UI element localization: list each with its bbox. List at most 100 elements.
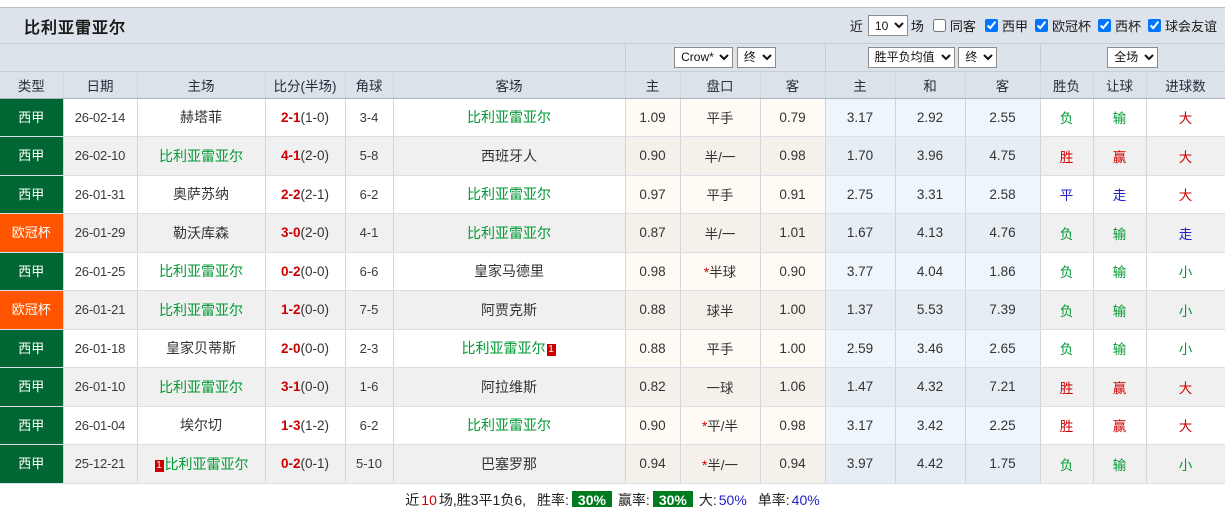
recent-count-select[interactable]: 10	[867, 15, 908, 36]
table-row[interactable]: 西甲 26-01-25 比利亚雷亚尔 0-2(0-0) 6-6 皇家马德里 0.98 *半球 0…	[0, 252, 1225, 291]
cell-home-team[interactable]: 比利亚雷亚尔	[137, 290, 266, 330]
cell-date: 26-01-21	[63, 290, 138, 330]
cell-away-team[interactable]: 阿拉维斯	[393, 367, 626, 407]
cell-away-team[interactable]: 西班牙人	[393, 136, 626, 176]
cell-home-team[interactable]: 赫塔菲	[137, 98, 266, 137]
cell-corner: 4-1	[345, 213, 394, 253]
odds-type-select[interactable]: 胜平负均值	[867, 46, 955, 68]
cell-league-type[interactable]: 西甲	[0, 175, 64, 214]
cell-score[interactable]: 4-1(2-0)	[265, 136, 346, 176]
cell-result-goals: 小	[1146, 252, 1225, 291]
cell-score[interactable]: 3-0(2-0)	[265, 213, 346, 253]
period-control-group: 全场	[1040, 44, 1225, 71]
league-checkbox-friendly[interactable]	[1147, 19, 1161, 32]
league-checkbox-ucl[interactable]	[1034, 19, 1048, 32]
cell-home-team[interactable]: 勒沃库森	[137, 213, 266, 253]
table-row[interactable]: 西甲 26-01-10 比利亚雷亚尔 3-1(0-0) 1-6 阿拉维斯 0.82 一球 1.0…	[0, 367, 1225, 407]
table-row[interactable]: 欧冠杯 26-01-21 比利亚雷亚尔 1-2(0-0) 7-5 阿贾克斯 0.88 球半 1.…	[0, 290, 1225, 330]
cell-score[interactable]: 2-0(0-0)	[265, 329, 346, 368]
cell-home-team[interactable]: 奥萨苏纳	[137, 175, 266, 214]
handicap-line: 一球	[707, 381, 734, 396]
cell-home-team[interactable]: 皇家贝蒂斯	[137, 329, 266, 368]
cell-league-type[interactable]: 欧冠杯	[0, 290, 64, 330]
result-wdl: 负	[1059, 111, 1074, 127]
cell-home-team[interactable]: 比利亚雷亚尔	[137, 136, 266, 176]
result-handicap: 赢	[1112, 380, 1127, 396]
cell-away-team[interactable]: 阿贾克斯	[393, 290, 626, 330]
match-date: 26-02-14	[74, 109, 126, 125]
cell-league-type[interactable]: 西甲	[0, 444, 64, 484]
col-header-type: 类型	[0, 70, 64, 99]
result-handicap: 输	[1112, 111, 1127, 127]
same-away-checkbox[interactable]	[932, 19, 946, 32]
table-row[interactable]: 西甲 26-02-10 比利亚雷亚尔 4-1(2-0) 5-8 西班牙人 0.90 半/一 0.…	[0, 136, 1225, 176]
handicap-line: 平手	[707, 342, 734, 357]
cell-handicap-away-odds: 1.06	[760, 367, 826, 407]
cell-score[interactable]: 1-3(1-2)	[265, 406, 346, 445]
cell-result-goals: 大	[1146, 367, 1225, 407]
cell-away-team[interactable]: 巴塞罗那	[393, 444, 626, 484]
result-goals: 大	[1178, 188, 1193, 204]
cell-away-team[interactable]: 皇家马德里	[393, 252, 626, 291]
league-checkbox-copadelrey[interactable]	[1097, 19, 1111, 32]
result-handicap: 赢	[1112, 149, 1127, 165]
handicap-line: *半/一	[702, 458, 738, 473]
cell-away-team[interactable]: 比利亚雷亚尔 1	[393, 329, 626, 368]
cell-league-type[interactable]: 西甲	[0, 406, 64, 445]
cell-europe-home-odds: 3.17	[825, 98, 896, 137]
league-checkbox-laliga[interactable]	[984, 19, 998, 32]
score-fulltime: 2-1	[280, 109, 301, 125]
table-row[interactable]: 欧冠杯 26-01-29 勒沃库森 3-0(2-0) 4-1 比利亚雷亚尔 0.87 半/一 1…	[0, 213, 1225, 253]
summary-odd-label: 单率:	[757, 492, 790, 507]
table-row[interactable]: 西甲 26-01-04 埃尔切 1-3(1-2) 6-2 比利亚雷亚尔 0.90 *平/半 0.…	[0, 406, 1225, 445]
handicap-away-odds: 1.00	[779, 340, 806, 356]
europe-away-odds: 2.55	[989, 109, 1016, 125]
table-row[interactable]: 西甲 25-12-21 1 比利亚雷亚尔 0-2(0-1) 5-10 巴塞罗那 0.94 *半/…	[0, 444, 1225, 484]
cell-score[interactable]: 0-2(0-1)	[265, 444, 346, 484]
cell-league-type[interactable]: 西甲	[0, 252, 64, 291]
cell-europe-home-odds: 1.37	[825, 290, 896, 330]
cell-league-type[interactable]: 西甲	[0, 98, 64, 137]
cell-score[interactable]: 3-1(0-0)	[265, 367, 346, 407]
cell-home-team[interactable]: 1 比利亚雷亚尔	[137, 444, 266, 484]
cell-league-type[interactable]: 西甲	[0, 136, 64, 176]
table-row[interactable]: 西甲 26-02-14 赫塔菲 2-1(1-0) 3-4 比利亚雷亚尔 1.09 平手 0.79…	[0, 98, 1225, 137]
match-date: 26-01-21	[74, 302, 126, 318]
europe-home-odds: 1.70	[846, 148, 874, 164]
cell-league-type[interactable]: 欧冠杯	[0, 213, 64, 253]
table-row[interactable]: 西甲 26-01-31 奥萨苏纳 2-2(2-1) 6-2 比利亚雷亚尔 0.97 平手 0.9…	[0, 175, 1225, 214]
cell-handicap-home-odds: 0.90	[625, 136, 681, 176]
cell-home-team[interactable]: 比利亚雷亚尔	[137, 367, 266, 407]
cell-away-team[interactable]: 比利亚雷亚尔	[393, 406, 626, 445]
home-team-name: 赫塔菲	[180, 109, 222, 126]
league-badge: 西甲	[0, 445, 63, 483]
corner-score: 5-8	[359, 148, 379, 164]
table-row[interactable]: 西甲 26-01-18 皇家贝蒂斯 2-0(0-0) 2-3 比利亚雷亚尔 1 0.88 平手 1…	[0, 329, 1225, 368]
cell-europe-away-odds: 4.76	[965, 213, 1041, 253]
cell-home-team[interactable]: 埃尔切	[137, 406, 266, 445]
cell-away-team[interactable]: 比利亚雷亚尔	[393, 98, 626, 137]
odds-company-select[interactable]: Crow*	[674, 46, 734, 68]
league-badge: 西甲	[0, 175, 63, 213]
cell-result-wdl: 负	[1040, 290, 1094, 330]
cell-away-team[interactable]: 比利亚雷亚尔	[393, 213, 626, 253]
cell-league-type[interactable]: 西甲	[0, 367, 64, 407]
cell-score[interactable]: 0-2(0-0)	[265, 252, 346, 291]
cell-score[interactable]: 2-1(1-0)	[265, 98, 346, 137]
handicap-stage-select[interactable]: 终	[736, 46, 776, 68]
cell-score[interactable]: 2-2(2-1)	[265, 175, 346, 214]
cell-away-team[interactable]: 比利亚雷亚尔	[393, 175, 626, 214]
handicap-away-odds: 0.90	[779, 263, 806, 279]
cell-europe-home-odds: 3.77	[825, 252, 896, 291]
cell-handicap-home-odds: 0.97	[625, 175, 681, 214]
score-halftime: (2-0)	[300, 148, 330, 164]
europe-stage-select[interactable]: 终	[958, 46, 998, 68]
cell-result-handicap: 输	[1093, 329, 1147, 368]
cell-score[interactable]: 1-2(0-0)	[265, 290, 346, 330]
cell-league-type[interactable]: 西甲	[0, 329, 64, 368]
away-team-name: 巴塞罗那	[481, 455, 537, 472]
cell-home-team[interactable]: 比利亚雷亚尔	[137, 252, 266, 291]
cell-corner: 3-4	[345, 98, 394, 137]
period-select[interactable]: 全场	[1107, 46, 1159, 68]
handicap-star: *	[701, 457, 708, 473]
